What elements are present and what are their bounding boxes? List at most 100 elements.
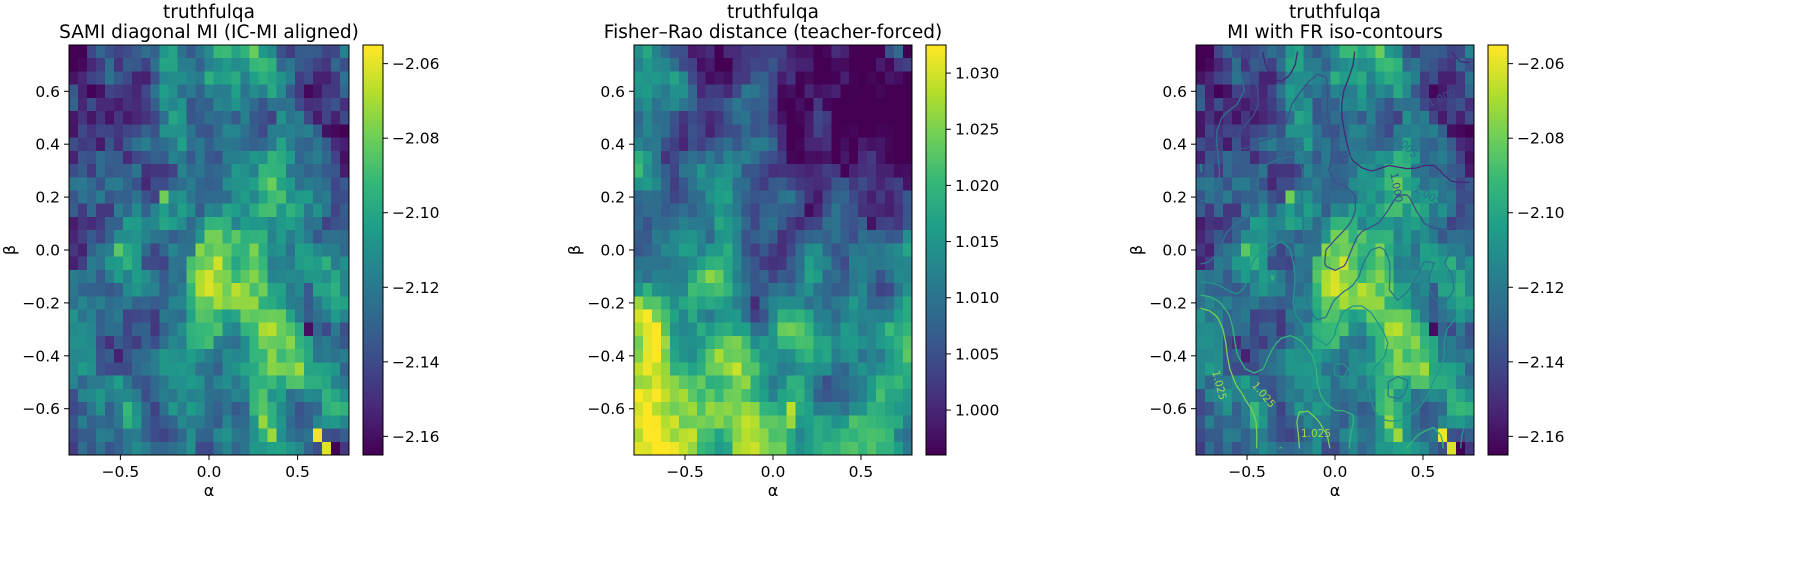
heatmap-cell (168, 97, 178, 112)
y-tick-label: −0.6 (587, 400, 625, 418)
heatmap-cell (1196, 58, 1206, 73)
heatmap-cell (849, 190, 859, 205)
heatmap-cell (669, 111, 680, 125)
heatmap-cell (840, 402, 850, 416)
colorbar: −2.06−2.08−2.10−2.12−2.14−2.16 (362, 44, 440, 456)
colorbar-segment (926, 338, 946, 343)
colorbar-segment (363, 92, 383, 97)
heatmap-cell (696, 84, 707, 99)
heatmap-cell (339, 322, 350, 337)
heatmap-cell (903, 137, 913, 152)
heatmap-cell (723, 309, 734, 324)
heatmap-cell (114, 84, 124, 99)
heatmap-cell (222, 269, 233, 284)
heatmap-cell (732, 177, 743, 192)
heatmap-cell (150, 124, 160, 139)
heatmap-cell (1357, 322, 1367, 337)
heatmap-cell (222, 388, 233, 403)
heatmap-cell (705, 216, 716, 231)
heatmap-cell (159, 177, 169, 192)
heatmap-cell (687, 296, 698, 311)
heatmap-cell (849, 243, 859, 258)
heatmap-cell (1294, 190, 1305, 205)
heatmap-cell (1267, 322, 1278, 337)
heatmap-cell (1348, 441, 1359, 456)
heatmap-cell (285, 137, 296, 152)
heatmap-cell (714, 58, 725, 73)
heatmap-cell (1447, 309, 1457, 324)
heatmap-cell (312, 415, 323, 430)
heatmap-cell (1447, 415, 1457, 430)
heatmap-cell (1285, 335, 1296, 350)
heatmap-cell (1375, 150, 1385, 165)
heatmap-cell (123, 349, 133, 364)
heatmap-cell (213, 335, 224, 350)
heatmap-cell (141, 441, 151, 456)
heatmap-cell (1196, 296, 1206, 311)
colorbar-segment (363, 212, 383, 217)
heatmap-cell (78, 203, 88, 218)
heatmap-cell (732, 296, 743, 311)
heatmap-cell (159, 256, 169, 271)
heatmap-cell (339, 402, 350, 416)
heatmap-cell (885, 256, 895, 271)
colorbar-segment (926, 171, 946, 176)
heatmap-cell (687, 45, 698, 59)
heatmap-cell (804, 428, 814, 443)
heatmap-cell (249, 150, 260, 165)
heatmap-cell (339, 190, 350, 205)
heatmap-cell (1375, 190, 1385, 205)
heatmap-cell (1303, 269, 1314, 284)
heatmap-cell (285, 309, 296, 324)
heatmap-cell (642, 124, 653, 139)
heatmap-cell (1222, 269, 1233, 284)
heatmap-cell (330, 124, 341, 139)
heatmap-cell (159, 362, 169, 377)
heatmap-cell (750, 216, 761, 231)
colorbar-tick-label: 1.030 (955, 65, 999, 83)
heatmap-cell (231, 362, 242, 377)
heatmap-cell (759, 111, 770, 125)
heatmap-cell (858, 375, 868, 390)
heatmap-cell (105, 243, 115, 258)
heatmap-cell (1447, 388, 1457, 403)
colorbar-segment (363, 185, 383, 190)
heatmap-cell (786, 375, 797, 390)
colorbar-segment (1488, 369, 1508, 374)
heatmap-cell (678, 97, 689, 112)
heatmap-cell (903, 71, 913, 86)
heatmap-cell (705, 441, 716, 456)
heatmap-cell (840, 124, 850, 139)
heatmap-cell (1438, 164, 1448, 178)
heatmap-cell (1411, 111, 1421, 125)
heatmap-cell (669, 45, 680, 59)
colorbar-segment (926, 342, 946, 347)
heatmap-cell (867, 415, 877, 430)
heatmap-cell (1411, 428, 1421, 443)
heatmap-cell (759, 97, 770, 112)
heatmap-cell (1276, 58, 1287, 73)
colorbar-tick-label: 1.015 (955, 233, 999, 251)
heatmap-cell (87, 137, 97, 152)
heatmap-cell (1357, 216, 1367, 231)
colorbar-segment (363, 427, 383, 432)
heatmap-cell (258, 388, 269, 403)
heatmap-cell (195, 190, 206, 205)
heatmap-cell (831, 177, 841, 192)
colorbar-segment (926, 308, 946, 313)
heatmap-cell (87, 296, 97, 311)
heatmap-cell (294, 243, 305, 258)
heatmap-cell (1276, 216, 1287, 231)
heatmap-cell (195, 97, 206, 112)
heatmap-cell (1429, 84, 1439, 99)
heatmap-cell (1339, 441, 1350, 456)
colorbar-tick-label: 1.025 (955, 121, 999, 139)
heatmap-cell (258, 45, 269, 59)
heatmap-cell (1267, 375, 1278, 390)
heatmap-cell (240, 216, 251, 231)
heatmap-cell (276, 230, 287, 244)
colorbar-segment (926, 349, 946, 354)
heatmap-cell (1429, 375, 1439, 390)
heatmap-cell (258, 269, 269, 284)
